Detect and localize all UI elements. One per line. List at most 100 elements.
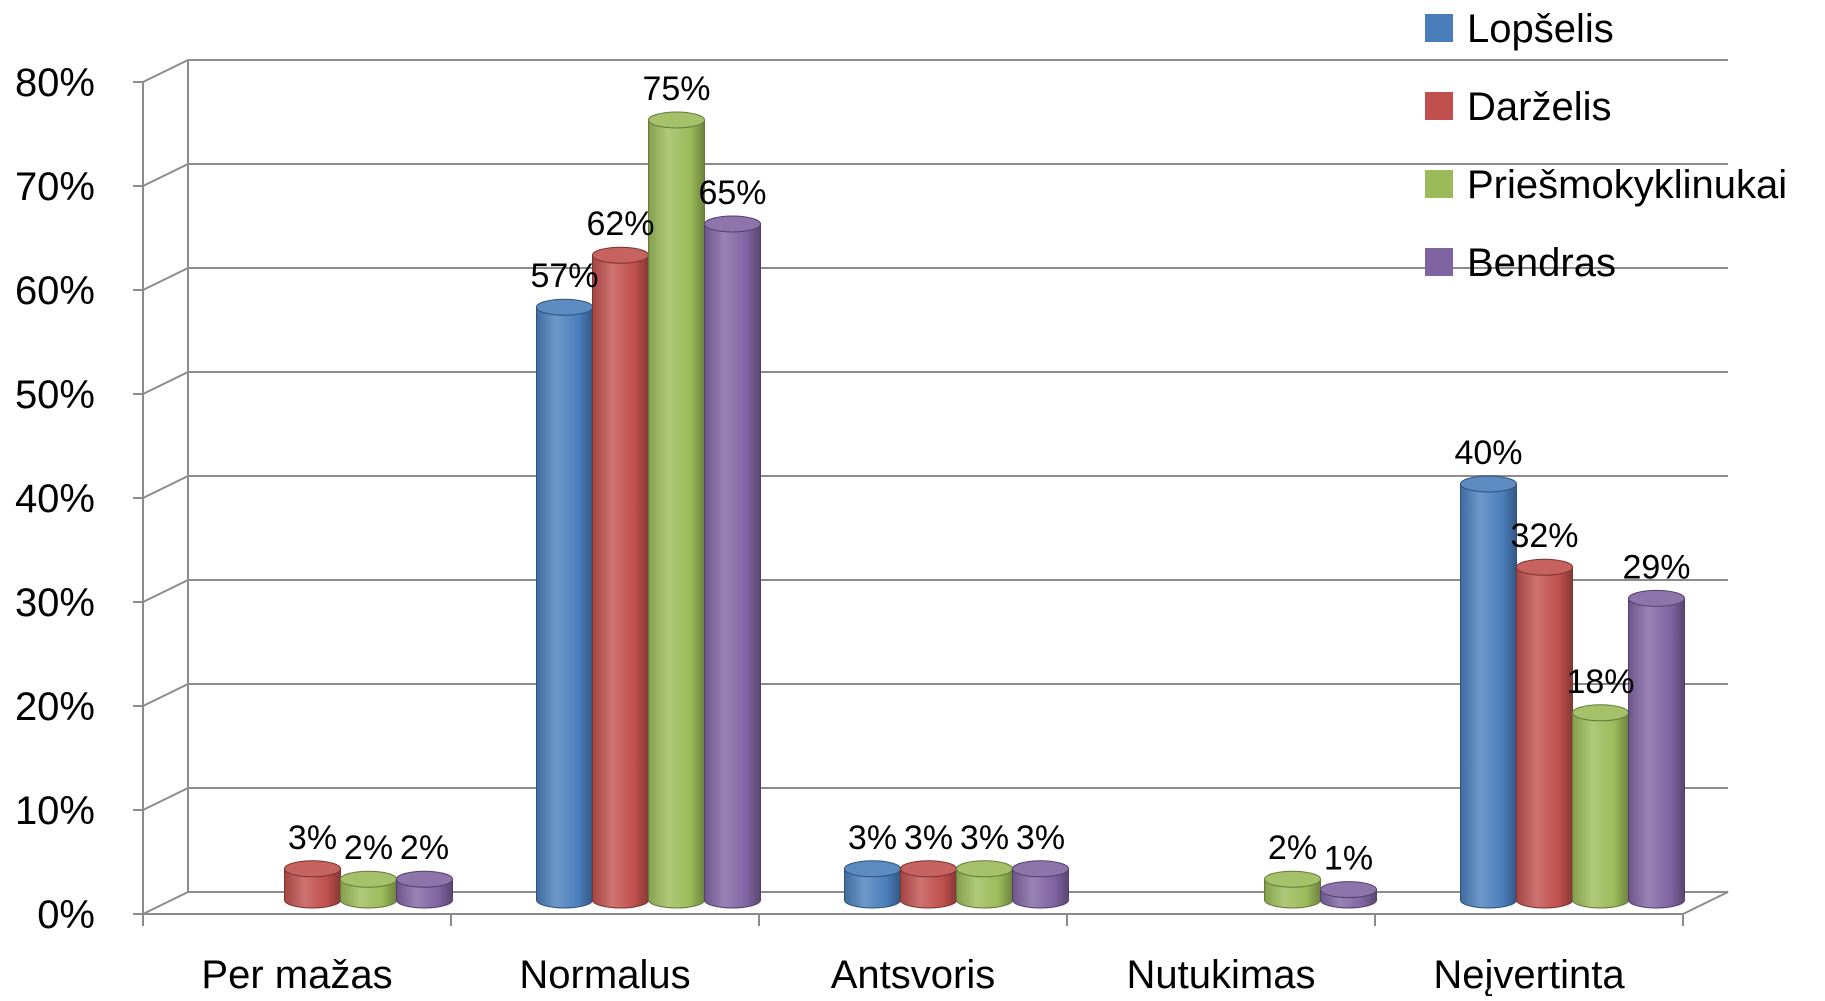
bar-Darželis-Antsvoris — [900, 860, 957, 909]
legend-label: Darželis — [1467, 85, 1611, 129]
y-axis: 0% 10% 20% 30% 40% 50% 60% 70% 80% — [15, 61, 143, 937]
bar-body — [284, 868, 341, 909]
bar-top — [844, 860, 901, 878]
bar-Bendras-Neįvertinta — [1628, 589, 1685, 909]
bar-body — [1516, 566, 1573, 909]
data-label: 3% — [904, 819, 953, 857]
bar-Priešmokyklinukai-Neįvertinta — [1572, 704, 1629, 909]
bar-Priešmokyklinukai-Nutukimas — [1264, 870, 1321, 909]
bar-Lopšelis-Normalus — [536, 298, 593, 909]
gridline-side — [142, 59, 189, 83]
data-label: 40% — [1454, 434, 1522, 472]
legend: Lopšelis Darželis Priešmokyklinukai Bendras — [1425, 7, 1787, 285]
gridline-side — [142, 787, 189, 811]
data-label: 2% — [1268, 829, 1317, 867]
bar-Priešmokyklinukai-Per mažas — [340, 870, 397, 909]
x-axis: Per mažas Normalus Antsvoris Nutukimas Neįve… — [142, 914, 1684, 997]
data-label: 2% — [344, 829, 393, 867]
bar-Lopšelis-Antsvoris — [844, 860, 901, 909]
x-category-label: Nutukimas — [1127, 953, 1316, 996]
bar-body — [592, 254, 649, 909]
y-tick-label: 0% — [37, 893, 95, 937]
bar-top — [396, 870, 453, 888]
bar-top — [1320, 881, 1377, 899]
data-label: 18% — [1566, 663, 1634, 701]
bar-Bendras-Antsvoris — [1012, 860, 1069, 909]
gridlines — [142, 59, 1728, 811]
gridline-side — [142, 579, 189, 603]
gridline-side — [142, 683, 189, 707]
y-tick-label: 60% — [15, 269, 95, 313]
bar-body — [900, 868, 957, 909]
data-label: 75% — [642, 70, 710, 108]
data-label: 3% — [848, 819, 897, 857]
bar-body — [1012, 868, 1069, 909]
legend-label: Priešmokyklinukai — [1467, 163, 1787, 207]
data-label: 1% — [1324, 840, 1373, 878]
data-label: 29% — [1622, 548, 1690, 586]
legend-label: Lopšelis — [1467, 7, 1614, 51]
data-label: 2% — [400, 829, 449, 867]
bar-top — [1264, 870, 1321, 888]
y-tick-label: 50% — [15, 373, 95, 417]
data-label: 65% — [698, 174, 766, 212]
gridline-side — [142, 475, 189, 499]
legend-swatch — [1425, 170, 1453, 198]
bar-body — [844, 868, 901, 909]
bar-top — [956, 860, 1013, 878]
x-category-label: Per mažas — [201, 953, 392, 996]
bar-top — [1572, 704, 1629, 722]
bar-top — [648, 111, 705, 129]
bar-top — [1516, 558, 1573, 576]
data-label: 3% — [1016, 819, 1065, 857]
bar-body — [1572, 712, 1629, 909]
gridline-side — [142, 163, 189, 187]
x-category-label: Antsvoris — [831, 953, 996, 996]
legend-swatch — [1425, 14, 1453, 42]
legend-label: Bendras — [1467, 241, 1616, 285]
bar-top — [536, 298, 593, 316]
bar-Priešmokyklinukai-Antsvoris — [956, 860, 1013, 909]
data-label: 32% — [1510, 517, 1578, 555]
legend-swatch — [1425, 248, 1453, 276]
bar-top — [704, 215, 761, 233]
y-tick-label: 80% — [15, 61, 95, 105]
bar-body — [648, 119, 705, 909]
bar-Bendras-Nutukimas — [1320, 881, 1377, 909]
data-label: 3% — [288, 819, 337, 857]
bar-Darželis-Normalus — [592, 246, 649, 909]
data-labels: 57%3%40%3%62%3%32%2%75%3% 2%18%2%65%3%1%2… — [288, 70, 1691, 878]
bar-body — [1460, 483, 1517, 909]
bar-top — [592, 246, 649, 264]
x-category-label: Neįvertinta — [1433, 953, 1625, 996]
y-tick-label: 30% — [15, 581, 95, 625]
data-label: 62% — [586, 205, 654, 243]
bar-top — [1012, 860, 1069, 878]
bar-top — [900, 860, 957, 878]
bar-body — [956, 868, 1013, 909]
y-tick-label: 20% — [15, 685, 95, 729]
data-label: 3% — [960, 819, 1009, 857]
bar-Bendras-Per mažas — [396, 870, 453, 909]
bar-top — [284, 860, 341, 878]
bar-top — [1460, 475, 1517, 493]
gridline-side — [142, 371, 189, 395]
bars — [284, 111, 1685, 909]
data-label: 57% — [530, 257, 598, 295]
bar-Darželis-Neįvertinta — [1516, 558, 1573, 909]
y-tick-label: 10% — [15, 789, 95, 833]
bar-body — [536, 306, 593, 909]
legend-swatch — [1425, 92, 1453, 120]
bar-top — [1628, 589, 1685, 607]
y-tick-label: 40% — [15, 477, 95, 521]
x-category-label: Normalus — [519, 953, 690, 996]
bar-body — [1628, 597, 1685, 909]
bar-Priešmokyklinukai-Normalus — [648, 111, 705, 909]
bar-body — [704, 223, 761, 909]
bar-Lopšelis-Neįvertinta — [1460, 475, 1517, 909]
bar-Darželis-Per mažas — [284, 860, 341, 909]
y-tick-label: 70% — [15, 165, 95, 209]
bar-top — [340, 870, 397, 888]
gridline-side — [142, 267, 189, 291]
